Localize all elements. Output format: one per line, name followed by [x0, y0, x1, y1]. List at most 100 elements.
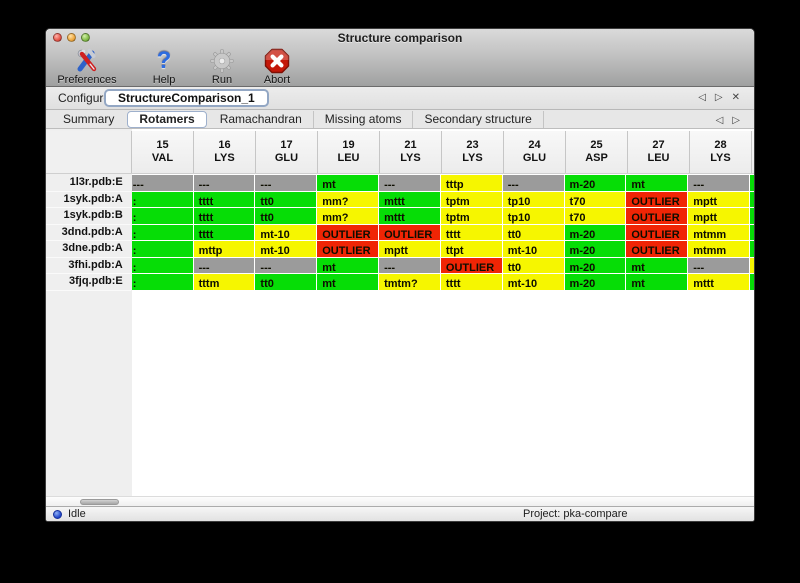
minimize-window-button[interactable]	[67, 33, 76, 42]
rotamer-cell[interactable]: OUTLIER	[317, 224, 379, 240]
rotamer-cell[interactable]: ---	[688, 175, 750, 191]
rotamer-cell[interactable]: tttm	[193, 274, 255, 290]
rotamer-cell[interactable]: :	[131, 257, 193, 273]
rotamer-cell[interactable]: tt0	[255, 191, 317, 207]
rotamer-cell[interactable]: mttt	[379, 191, 440, 207]
title-bar[interactable]: Structure comparison	[46, 29, 754, 46]
row-label[interactable]: 1syk.pdb:A	[46, 191, 131, 207]
rotamer-cell[interactable]: ---	[193, 175, 255, 191]
rotamer-cell[interactable]: mt-10	[255, 241, 317, 257]
column-header-19[interactable]: 19 LEU	[318, 131, 379, 173]
rotamer-cell[interactable]: tttt	[193, 224, 255, 240]
rotamer-cell[interactable]: mt	[626, 274, 688, 290]
column-header-27[interactable]: 27 LEU	[628, 131, 689, 173]
rotamer-cell[interactable]: tp10	[502, 191, 564, 207]
rotamer-cell[interactable]: mtmm	[688, 224, 750, 240]
tab-secondary-structure[interactable]: Secondary structure	[413, 111, 544, 128]
rotamer-cell[interactable]: OUTLIER	[626, 224, 688, 240]
rotamer-cell[interactable]: ---	[255, 175, 317, 191]
session-prev-arrow-icon[interactable]: ◁	[698, 92, 706, 103]
rotamer-cell[interactable]: :	[131, 191, 193, 207]
rotamer-cell[interactable]: tt0	[255, 208, 317, 224]
rotamer-cell[interactable]: ttpt	[440, 241, 502, 257]
rotamer-cell[interactable]: ---	[255, 257, 317, 273]
rotamer-cell[interactable]: tt0	[255, 274, 317, 290]
column-header-16[interactable]: 16 LYS	[194, 131, 255, 173]
rotamer-cell[interactable]: ---	[193, 257, 255, 273]
rotamer-cell[interactable]: OUTLIER	[626, 241, 688, 257]
tab-rotamers[interactable]: Rotamers	[127, 111, 207, 128]
rotamer-cell[interactable]: mt-10	[502, 241, 564, 257]
rotamer-cell[interactable]: OUTLIER	[626, 191, 688, 207]
zoom-window-button[interactable]	[81, 33, 90, 42]
session-tab-structurecomparison-1[interactable]: StructureComparison_1	[104, 89, 269, 107]
column-header-15[interactable]: 15 VAL	[132, 131, 193, 173]
rotamer-cell[interactable]: OUTLIER	[626, 208, 688, 224]
close-window-button[interactable]	[53, 33, 62, 42]
tab-missing-atoms[interactable]: Missing atoms	[314, 111, 414, 128]
rotamer-cell[interactable]: ---	[131, 175, 193, 191]
rotamer-cell[interactable]: mttt	[379, 208, 440, 224]
tab-summary[interactable]: Summary	[63, 112, 115, 126]
horizontal-scrollbar-thumb[interactable]	[80, 499, 119, 505]
rotamer-cell[interactable]: OUTLIER	[317, 241, 379, 257]
rotamer-cell[interactable]: :	[131, 208, 193, 224]
run-button[interactable]: Run	[204, 47, 240, 87]
rotamer-cell[interactable]: tttp	[440, 175, 502, 191]
rotamer-cell[interactable]: :	[131, 274, 193, 290]
rotamer-cell[interactable]: mt	[626, 257, 688, 273]
rotamer-cell[interactable]: mptt	[688, 191, 750, 207]
row-label[interactable]: 3dnd.pdb:A	[46, 224, 131, 240]
rotamer-cell[interactable]: ---	[379, 257, 440, 273]
rotamer-cell[interactable]: m-20	[564, 175, 626, 191]
session-close-icon[interactable]: ✕	[731, 92, 740, 103]
rotamer-cell[interactable]: tmtm?	[379, 274, 440, 290]
rotamer-cell[interactable]: ---	[379, 175, 440, 191]
rotamer-cell[interactable]: tp10	[502, 208, 564, 224]
rotamer-cell[interactable]: t70	[564, 208, 626, 224]
rotamer-cell[interactable]: mm?	[317, 208, 379, 224]
column-header-24[interactable]: 24 GLU	[504, 131, 565, 173]
rotamer-cell[interactable]: ---	[688, 257, 750, 273]
column-header-25[interactable]: 25 ASP	[566, 131, 627, 173]
rotamer-cell[interactable]: tttt	[440, 274, 502, 290]
rotamer-cell[interactable]: tptm	[440, 208, 502, 224]
rotamer-cell[interactable]: m-20	[564, 274, 626, 290]
rotamer-cell[interactable]: mt-10	[502, 274, 564, 290]
rotamer-cell[interactable]: mtmm	[688, 241, 750, 257]
tabs-prev-arrow-icon[interactable]: ◁	[715, 115, 724, 126]
rotamer-cell[interactable]: mt-10	[255, 224, 317, 240]
rotamer-cell[interactable]: :	[131, 241, 193, 257]
row-label[interactable]: 1l3r.pdb:E	[46, 175, 131, 191]
rotamer-cell[interactable]: mptt	[379, 241, 440, 257]
rotamer-cell[interactable]: m-20	[564, 241, 626, 257]
rotamer-cell[interactable]: ---	[502, 175, 564, 191]
row-label[interactable]: 3fjq.pdb:E	[46, 274, 131, 290]
rotamer-cell[interactable]: m-20	[564, 224, 626, 240]
abort-button[interactable]: Abort	[254, 47, 300, 87]
rotamer-cell[interactable]: mt	[626, 175, 688, 191]
column-header-28[interactable]: 28 LYS	[690, 131, 751, 173]
rotamer-cell[interactable]: tt0	[502, 257, 564, 273]
rotamer-cell[interactable]: OUTLIER	[379, 224, 440, 240]
rotamer-cell[interactable]: tptm	[440, 191, 502, 207]
tab-ramachandran[interactable]: Ramachandran	[209, 111, 314, 128]
column-header-23[interactable]: 23 LYS	[442, 131, 503, 173]
rotamer-cell[interactable]: tt0	[502, 224, 564, 240]
column-header-17[interactable]: 17 GLU	[256, 131, 317, 173]
rotamer-cell[interactable]: tttt	[193, 208, 255, 224]
rotamer-cell[interactable]: mt	[317, 175, 379, 191]
rotamer-cell[interactable]: t70	[564, 191, 626, 207]
help-button[interactable]: ? Help	[144, 47, 184, 87]
rotamer-cell[interactable]: mt	[317, 274, 379, 290]
rotamer-cell[interactable]: mptt	[688, 208, 750, 224]
rotamer-cell[interactable]: mttp	[193, 241, 255, 257]
rotamer-cell[interactable]: mt	[317, 257, 379, 273]
row-label[interactable]: 3fhi.pdb:A	[46, 257, 131, 273]
rotamer-cell[interactable]: OUTLIER	[440, 257, 502, 273]
rotamer-cell[interactable]: tttt	[440, 224, 502, 240]
rotamer-cell[interactable]: m-20	[564, 257, 626, 273]
tabs-next-arrow-icon[interactable]: ▷	[732, 115, 740, 126]
rotamer-cell[interactable]: tttt	[193, 191, 255, 207]
row-label[interactable]: 3dne.pdb:A	[46, 241, 131, 257]
